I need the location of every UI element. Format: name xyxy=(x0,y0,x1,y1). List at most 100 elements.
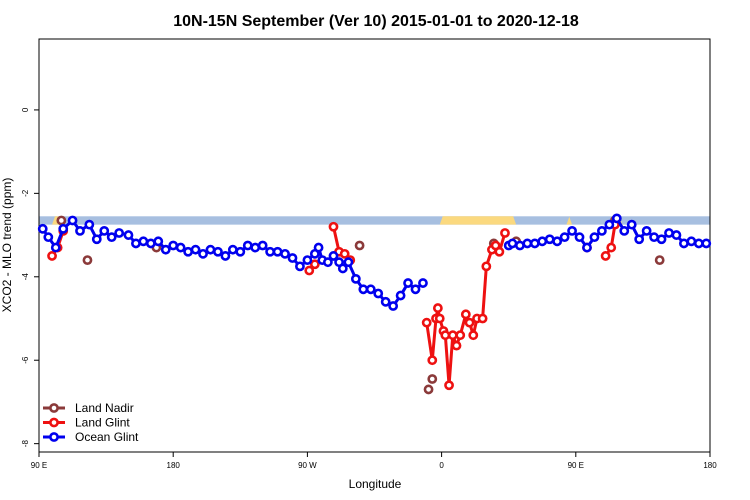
legend-swatch-point xyxy=(49,403,59,413)
ocean-glint-point xyxy=(410,284,421,295)
ocean-glint-point xyxy=(337,263,348,274)
x-axis-label: Longitude xyxy=(349,477,402,491)
ocean-band xyxy=(39,216,710,225)
ocean-glint-point xyxy=(220,251,231,261)
ocean-glint-point xyxy=(287,253,298,263)
ocean-glint-point xyxy=(91,234,102,245)
series-layer xyxy=(37,213,712,395)
ocean-glint-point xyxy=(611,213,622,224)
ocean-glint-point xyxy=(641,225,652,236)
ocean-glint-point xyxy=(84,219,95,230)
land-nadir-point xyxy=(654,255,665,266)
land-glint-point xyxy=(434,313,445,324)
ocean-glint-point xyxy=(131,238,141,249)
land-nadir-point xyxy=(423,384,434,395)
ocean-glint-point xyxy=(205,244,216,255)
y-tick-label-4: -8 xyxy=(21,440,30,448)
ocean-glint-point xyxy=(544,234,555,245)
ocean-glint-point xyxy=(619,225,630,236)
ocean-glint-point xyxy=(37,223,48,234)
land-glint-point xyxy=(339,248,350,259)
ocean-glint-point xyxy=(679,238,689,249)
land-glint-point xyxy=(477,313,488,324)
ocean-glint-point xyxy=(582,242,592,253)
ocean-glint-point xyxy=(280,248,290,259)
ocean-glint-point xyxy=(106,232,117,243)
legend-label: Land Nadir xyxy=(75,401,134,415)
ocean-glint-point xyxy=(559,232,570,243)
ocean-glint-point xyxy=(302,255,313,266)
ocean-glint-point xyxy=(99,225,110,236)
x-tick-label-5: 180 xyxy=(703,461,717,470)
ocean-glint-point xyxy=(313,242,324,253)
y-tick-label-3: -6 xyxy=(21,356,30,364)
ocean-glint-point xyxy=(160,244,171,255)
land-glint-point xyxy=(440,330,451,341)
ocean-glint-point xyxy=(395,290,406,301)
y-tick-label-2: -4 xyxy=(21,273,30,281)
ocean-glint-point xyxy=(75,225,85,236)
land-glint-point xyxy=(494,246,505,257)
ocean-glint-point xyxy=(295,261,305,272)
ocean-glint-point xyxy=(328,251,339,261)
ocean-glint-point xyxy=(242,240,253,251)
ocean-glint-point xyxy=(373,288,384,299)
ocean-glint-point xyxy=(168,240,179,251)
land-glint-point xyxy=(444,380,454,391)
ocean-glint-point xyxy=(153,236,164,247)
ocean-glint-point xyxy=(514,240,525,251)
ocean-glint-point xyxy=(388,301,399,311)
legend-label: Land Glint xyxy=(75,416,130,430)
ocean-glint-point xyxy=(634,234,645,245)
ocean-glint-point xyxy=(626,219,637,230)
land-glint-point xyxy=(47,251,57,261)
ocean-glint-point xyxy=(604,219,615,230)
ocean-glint-point xyxy=(552,236,563,247)
ocean-glint-point xyxy=(198,248,208,259)
y-tick-label-0: 0 xyxy=(21,107,30,112)
land-glint-point xyxy=(455,330,466,341)
y-axis: 0 -2 -4 -6 -8 xyxy=(21,107,39,447)
ocean-glint-point xyxy=(213,246,223,257)
chart-title: 10N-15N September (Ver 10) 2015-01-01 to… xyxy=(173,13,579,30)
x-axis: 90 E 180 90 W 0 90 E 180 xyxy=(31,452,717,470)
ocean-glint-point xyxy=(418,278,428,288)
land-glint-point xyxy=(451,340,462,351)
ocean-glint-point xyxy=(43,232,54,243)
ocean-glint-point xyxy=(58,223,69,234)
land-glint-point xyxy=(606,242,617,253)
land-glint-point xyxy=(500,228,510,238)
ocean-glint-point xyxy=(265,246,276,257)
legend-swatch-point xyxy=(49,417,59,428)
legend-item-land-glint: Land Glint xyxy=(43,416,130,430)
ocean-glint-point xyxy=(574,232,585,243)
ocean-glint-point xyxy=(664,228,674,238)
ocean-glint-point xyxy=(323,257,333,268)
ocean-glint-point xyxy=(183,246,194,257)
x-tick-label-3: 0 xyxy=(439,461,444,470)
ocean-glint-point xyxy=(649,232,659,243)
ocean-glint-point xyxy=(235,246,246,257)
land-glint-point xyxy=(427,355,438,366)
legend-label: Ocean Glint xyxy=(75,430,139,444)
ocean-glint-point xyxy=(227,244,238,255)
land-nadir-point xyxy=(354,240,365,251)
land-band-1 xyxy=(439,216,517,225)
ocean-glint-point xyxy=(537,236,548,247)
ocean-glint-point xyxy=(67,215,78,226)
ocean-glint-point xyxy=(175,242,186,253)
legend-item-ocean-glint: Ocean Glint xyxy=(43,430,139,444)
ocean-glint-point xyxy=(671,230,682,240)
ocean-glint-point xyxy=(567,225,577,236)
land-nadir-point xyxy=(82,255,93,266)
land-glint-point xyxy=(481,261,492,272)
ocean-glint-point xyxy=(343,257,354,268)
ocean-glint-point xyxy=(138,236,149,247)
x-tick-label-2: 90 W xyxy=(298,461,317,470)
series-ocean-glint xyxy=(37,213,712,311)
x-tick-label-4: 90 E xyxy=(568,461,584,470)
ocean-glint-point xyxy=(250,242,261,253)
land-glint-point xyxy=(600,251,611,261)
land-glint-point xyxy=(328,221,339,232)
